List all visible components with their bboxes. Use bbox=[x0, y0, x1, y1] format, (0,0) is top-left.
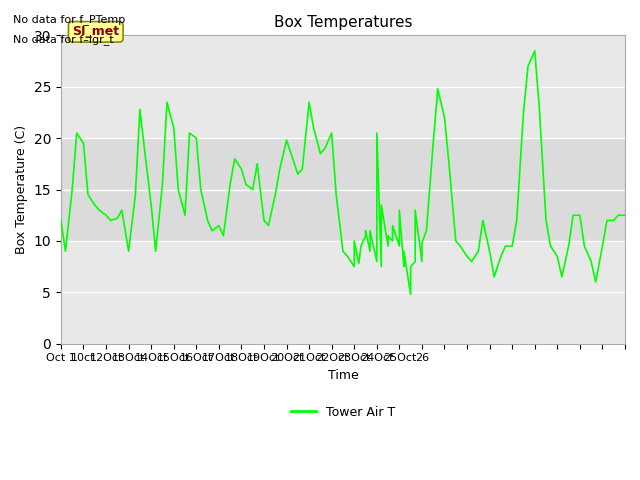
Y-axis label: Box Temperature (C): Box Temperature (C) bbox=[15, 125, 28, 254]
Text: No data for f_PTemp: No data for f_PTemp bbox=[13, 14, 125, 25]
Text: SI_met: SI_met bbox=[72, 25, 119, 38]
Title: Box Temperatures: Box Temperatures bbox=[274, 15, 412, 30]
Legend: Tower Air T: Tower Air T bbox=[286, 401, 400, 424]
Text: No data for f–lgr_t: No data for f–lgr_t bbox=[13, 34, 113, 45]
Bar bbox=[61, 138, 625, 241]
X-axis label: Time: Time bbox=[328, 369, 358, 382]
